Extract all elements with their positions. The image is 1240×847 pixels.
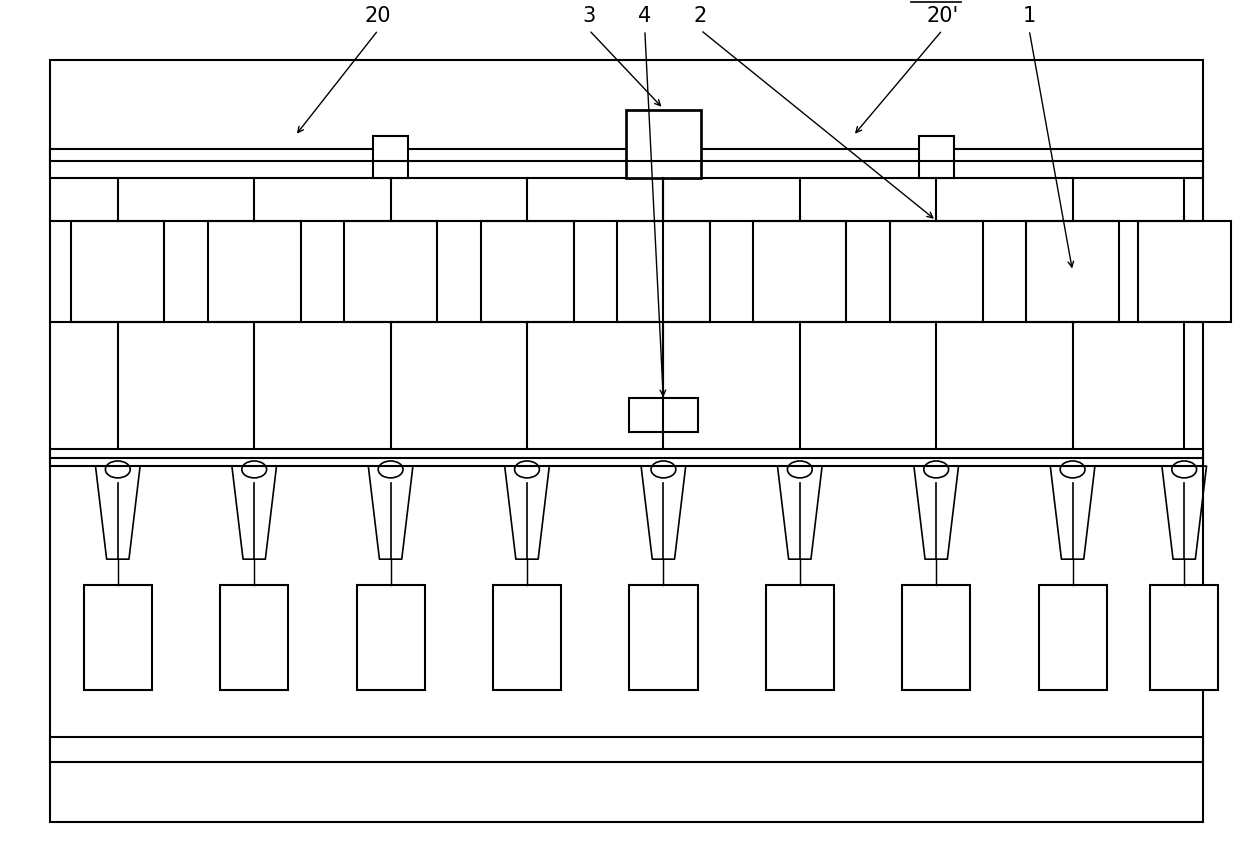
Text: 20: 20 (365, 6, 392, 25)
Bar (221, 584, 288, 690)
Bar (630, 398, 698, 432)
Text: 2: 2 (694, 6, 707, 25)
Bar (207, 220, 300, 322)
Bar (50, 148, 1203, 178)
Bar (50, 737, 1203, 762)
Bar (345, 220, 438, 322)
Text: 1: 1 (1023, 6, 1035, 25)
Bar (919, 136, 954, 178)
Bar (630, 584, 698, 690)
Text: 4: 4 (639, 6, 651, 25)
Bar (481, 220, 573, 322)
Bar (1039, 584, 1107, 690)
Bar (492, 584, 560, 690)
Bar (50, 449, 1203, 466)
Text: 20': 20' (926, 6, 959, 25)
Bar (626, 110, 701, 178)
Bar (1138, 220, 1230, 322)
Bar (766, 584, 835, 690)
Bar (754, 220, 846, 322)
Bar (1149, 584, 1218, 690)
Bar (71, 220, 164, 322)
Text: 3: 3 (583, 6, 595, 25)
Bar (618, 220, 711, 322)
Bar (903, 584, 971, 690)
Bar (890, 220, 982, 322)
Bar (373, 136, 408, 178)
Bar (84, 584, 151, 690)
Bar (357, 584, 424, 690)
Bar (1025, 220, 1118, 322)
